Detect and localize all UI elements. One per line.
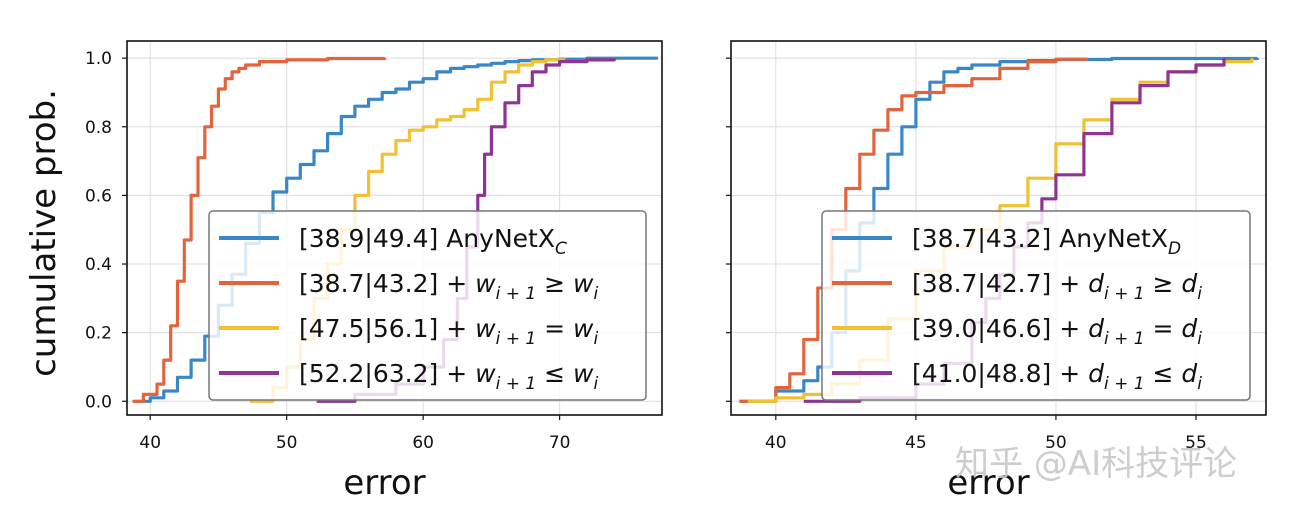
x-tick-label: 60 xyxy=(412,433,434,453)
y-axis-label: cumulative prob. xyxy=(24,89,64,377)
legend-box xyxy=(208,210,647,401)
legend-label: [52.2|63.2] + wi + 1 ≤ wi xyxy=(299,359,598,394)
x-tick-label: 70 xyxy=(549,433,571,453)
y-tick-label: 0.6 xyxy=(85,186,112,206)
legend-label: [38.7|43.2] AnyNetXD xyxy=(912,224,1181,259)
x-tick-label: 40 xyxy=(139,433,161,453)
watermark: 知乎 @AI科技评论 xyxy=(955,444,1237,484)
legend: [38.7|43.2] AnyNetXD [38.7|42.7] + di + 1… xyxy=(821,210,1251,401)
x-axis-label: error xyxy=(343,463,425,503)
x-tick-label: 40 xyxy=(765,433,787,453)
x-axis-label: error xyxy=(947,463,1029,503)
legend-box xyxy=(821,210,1251,401)
legend: [38.9|49.4] AnyNetXC [38.7|43.2] + wi + 1… xyxy=(208,210,647,401)
legend-label: [38.7|43.2] + wi + 1 ≥ wi xyxy=(299,269,598,304)
x-tick-label: 50 xyxy=(276,433,298,453)
axes-frame xyxy=(126,40,663,416)
series-line xyxy=(132,56,387,403)
legend-label: [38.7|42.7] + di + 1 ≥ di xyxy=(912,269,1202,304)
y-tick-label: 0.2 xyxy=(85,324,112,344)
x-tick-label: 50 xyxy=(1045,433,1067,453)
axes-frame xyxy=(730,40,1267,416)
legend-label: [38.9|49.4] AnyNetXC xyxy=(299,224,567,259)
y-tick-label: 0.8 xyxy=(85,118,112,138)
y-tick-label: 0.0 xyxy=(85,392,112,412)
x-tick-label: 55 xyxy=(1185,433,1207,453)
legend-label: [47.5|56.1] + wi + 1 = wi xyxy=(299,314,598,349)
series-line xyxy=(739,57,1089,403)
y-tick-label: 1.0 xyxy=(85,49,112,69)
legend-label: [39.0|46.6] + di + 1 = di xyxy=(912,314,1202,349)
legend-label: [41.0|48.8] + di + 1 ≤ di xyxy=(912,359,1202,394)
y-tick-label: 0.4 xyxy=(85,255,112,275)
left-panel: 40 50 60 70 0.0 0.2 0.4 0.6 0.8 1.0 error cumulativ… xyxy=(24,40,663,503)
x-tick-label: 45 xyxy=(905,433,927,453)
